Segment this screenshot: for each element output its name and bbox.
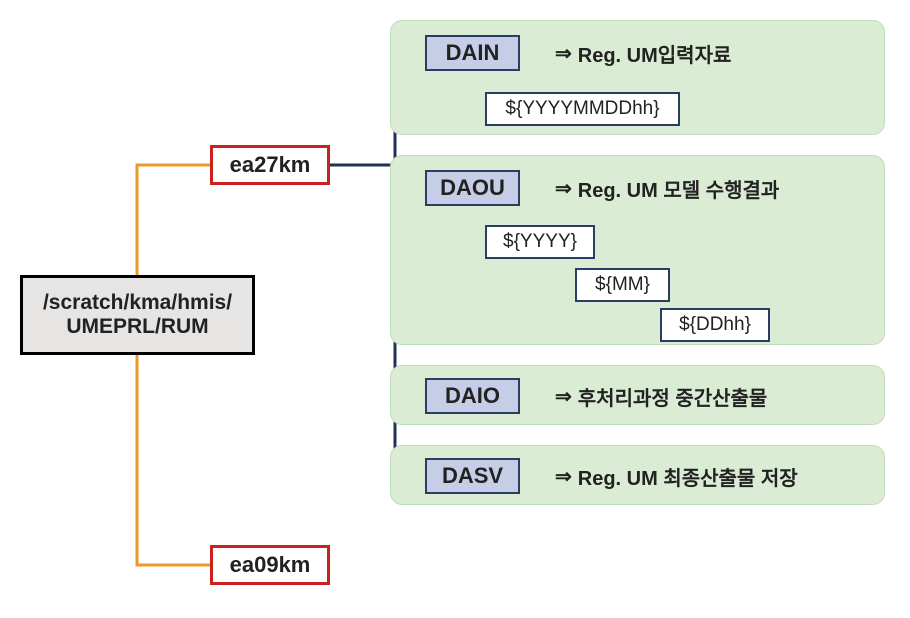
desc-label: Reg. UM입력자료 bbox=[578, 39, 732, 68]
desc-label: 후처리과정 중간산출물 bbox=[578, 382, 768, 411]
dir-dasv: DASV bbox=[425, 458, 520, 494]
desc-d-daio: ⇒후처리과정 중간산출물 bbox=[555, 378, 767, 414]
arrow-icon: ⇒ bbox=[555, 176, 572, 201]
var-box-w3: ${MM} bbox=[575, 268, 670, 302]
diagram-canvas: /scratch/kma/hmis/ UMEPRL/RUM ea27km ea09k… bbox=[0, 0, 910, 618]
branch-ea27km: ea27km bbox=[210, 145, 330, 185]
dir-dain: DAIN bbox=[425, 35, 520, 71]
desc-d-dasv: ⇒Reg. UM 최종산출물 저장 bbox=[555, 458, 798, 494]
var-box-w1: ${YYYYMMDDhh} bbox=[485, 92, 680, 126]
var-box-w2: ${YYYY} bbox=[485, 225, 595, 259]
arrow-icon: ⇒ bbox=[555, 384, 572, 409]
arrow-icon: ⇒ bbox=[555, 41, 572, 66]
desc-label: Reg. UM 최종산출물 저장 bbox=[578, 462, 798, 491]
dir-daio: DAIO bbox=[425, 378, 520, 414]
dir-daou: DAOU bbox=[425, 170, 520, 206]
root-path-box: /scratch/kma/hmis/ UMEPRL/RUM bbox=[20, 275, 255, 355]
desc-d-dain: ⇒Reg. UM입력자료 bbox=[555, 35, 731, 71]
desc-label: Reg. UM 모델 수행결과 bbox=[578, 174, 780, 203]
var-box-w4: ${DDhh} bbox=[660, 308, 770, 342]
branch-ea09km: ea09km bbox=[210, 545, 330, 585]
arrow-icon: ⇒ bbox=[555, 464, 572, 489]
desc-d-daou: ⇒Reg. UM 모델 수행결과 bbox=[555, 170, 779, 206]
